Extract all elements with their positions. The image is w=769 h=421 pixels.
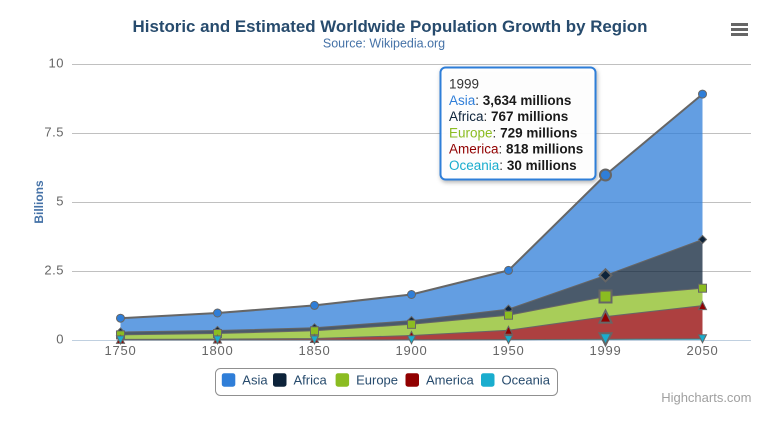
- svg-text:Historic and Estimated Worldwi: Historic and Estimated Worldwide Populat…: [133, 17, 648, 36]
- svg-text:2050: 2050: [686, 343, 718, 358]
- svg-text:Oceania: 30 millions: Oceania: 30 millions: [449, 158, 577, 173]
- svg-text:2.5: 2.5: [44, 263, 64, 278]
- svg-text:7.5: 7.5: [44, 125, 64, 140]
- svg-text:1900: 1900: [395, 343, 427, 358]
- svg-text:Europe: 729 millions: Europe: 729 millions: [449, 125, 577, 140]
- svg-text:Billions: Billions: [32, 180, 46, 224]
- svg-text:1999: 1999: [449, 77, 479, 92]
- svg-text:Africa: Africa: [294, 373, 328, 388]
- svg-text:0: 0: [56, 332, 64, 347]
- svg-text:America: America: [426, 373, 474, 388]
- svg-text:1850: 1850: [298, 343, 330, 358]
- svg-text:Asia: 3,634 millions: Asia: 3,634 millions: [449, 93, 571, 108]
- svg-text:1750: 1750: [104, 343, 136, 358]
- svg-text:Oceania: Oceania: [502, 373, 551, 388]
- svg-text:1800: 1800: [201, 343, 233, 358]
- svg-text:Source: Wikipedia.org: Source: Wikipedia.org: [323, 37, 445, 51]
- svg-text:Africa: 767 millions: Africa: 767 millions: [449, 109, 568, 124]
- svg-text:5: 5: [56, 194, 64, 209]
- svg-text:10: 10: [49, 56, 64, 71]
- svg-text:1999: 1999: [589, 343, 621, 358]
- svg-text:1950: 1950: [492, 343, 524, 358]
- svg-text:Europe: Europe: [356, 373, 398, 388]
- svg-text:Highcharts.com: Highcharts.com: [661, 390, 751, 405]
- svg-text:Asia: Asia: [242, 373, 268, 388]
- svg-text:America: 818 millions: America: 818 millions: [449, 142, 583, 157]
